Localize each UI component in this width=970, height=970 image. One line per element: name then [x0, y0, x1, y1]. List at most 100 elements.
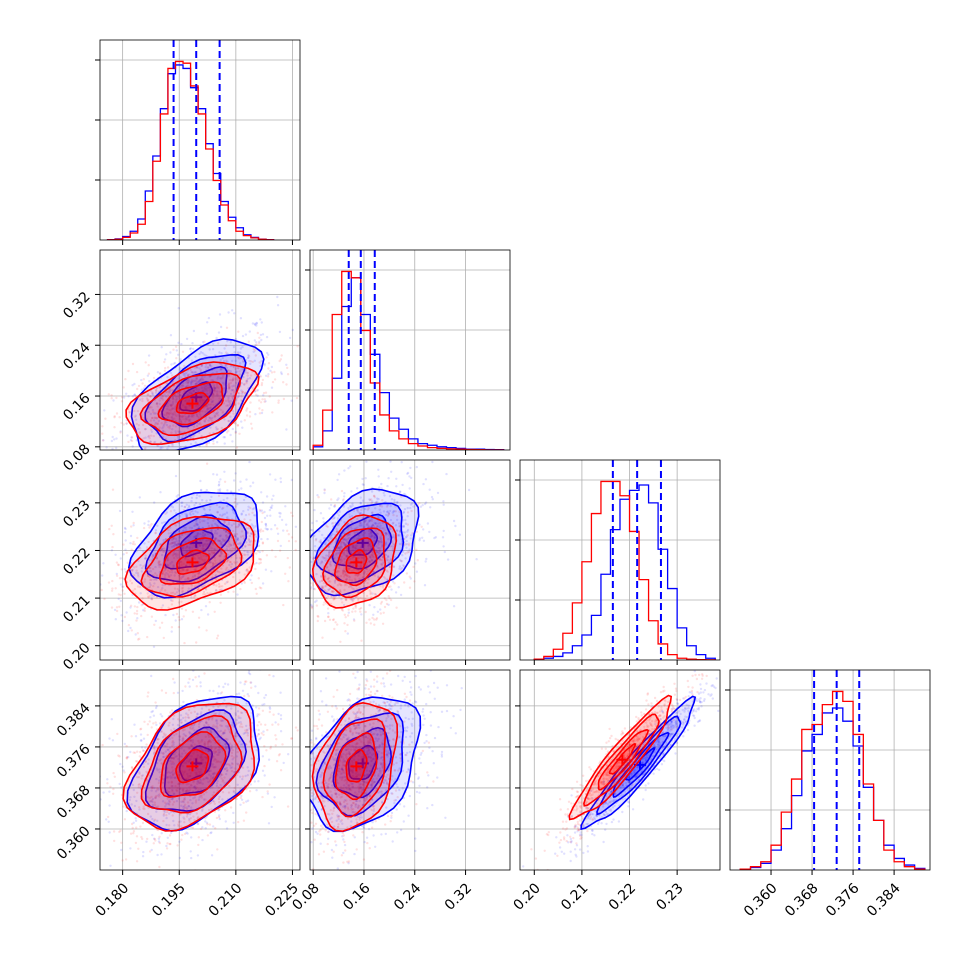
scatter-point: [149, 419, 153, 422]
scatter-point: [257, 577, 260, 580]
scatter-point: [327, 540, 331, 543]
scatter-point: [169, 389, 172, 392]
scatter-point: [213, 386, 216, 390]
scatter-point: [161, 584, 164, 587]
scatter-point: [334, 553, 338, 556]
scatter-point: [200, 608, 203, 612]
scatter-point: [133, 382, 136, 386]
scatter-point: [114, 618, 118, 621]
scatter-point: [191, 413, 194, 417]
scatter-point: [259, 561, 262, 564]
scatter-point: [156, 422, 159, 425]
scatter-point: [350, 527, 353, 530]
scatter-point: [377, 522, 380, 525]
scatter-point: [273, 547, 275, 549]
scatter-point: [192, 435, 195, 438]
scatter-point: [216, 411, 219, 414]
scatter-point: [254, 530, 257, 533]
contour-series_b: [125, 361, 260, 446]
scatter-point: [160, 621, 164, 624]
centre-marker-series_b: [186, 557, 199, 568]
scatter-point: [255, 561, 258, 565]
scatter-point: [214, 548, 217, 551]
scatter-point: [426, 522, 430, 525]
scatter-point: [238, 775, 242, 778]
scatter-point: [223, 436, 227, 439]
scatter-point: [235, 398, 238, 402]
scatter-point: [243, 419, 246, 422]
scatter-point: [388, 597, 391, 600]
scatter-point: [177, 413, 180, 416]
scatter-point: [228, 385, 231, 388]
scatter-point: [144, 427, 147, 431]
scatter-point: [211, 561, 215, 565]
scatter-point: [270, 498, 274, 501]
scatter-point: [322, 521, 325, 524]
scatter-point: [197, 380, 200, 383]
scatter-point: [173, 776, 177, 780]
scatter-point: [369, 519, 373, 522]
scatter-point: [258, 399, 261, 402]
scatter-point: [243, 382, 246, 386]
scatter-point: [243, 731, 247, 735]
scatter-point: [404, 536, 407, 539]
scatter-point: [178, 393, 182, 397]
scatter-point: [324, 559, 327, 562]
scatter-point: [231, 427, 234, 431]
scatter-point: [393, 510, 396, 513]
scatter-point: [173, 509, 176, 512]
scatter-point: [244, 544, 247, 547]
scatter-point: [233, 534, 237, 538]
scatter-point: [133, 612, 136, 615]
scatter-point: [137, 601, 141, 604]
scatter-point: [166, 563, 169, 566]
scatter-point: [347, 467, 350, 470]
scatter-point: [223, 582, 227, 585]
scatter-point: [233, 312, 236, 315]
scatter-point: [232, 389, 235, 392]
scatter-point: [227, 728, 230, 731]
scatter-point: [176, 436, 180, 439]
scatter-point: [376, 564, 379, 568]
scatter-point: [226, 523, 229, 526]
scatter-point: [127, 369, 130, 373]
scatter-point: [274, 721, 277, 724]
scatter-point: [240, 389, 243, 392]
scatter-point: [219, 555, 222, 558]
scatter-point: [240, 420, 243, 423]
scatter-point: [368, 529, 371, 533]
scatter-point: [222, 402, 226, 405]
scatter-point: [133, 393, 136, 397]
scatter-point: [239, 362, 242, 365]
scatter-point: [179, 820, 182, 823]
scatter-point: [205, 821, 209, 824]
scatter-point: [213, 387, 217, 390]
scatter-point: [218, 490, 222, 493]
scatter-point: [202, 592, 205, 596]
scatter-point: [156, 853, 159, 857]
scatter-point: [206, 407, 209, 411]
scatter-point: [256, 389, 260, 392]
scatter-point: [187, 587, 190, 590]
scatter-point: [203, 519, 206, 523]
scatter-point: [155, 389, 158, 392]
scatter-point: [297, 576, 299, 578]
scatter-point: [188, 666, 190, 668]
scatter-point: [367, 507, 370, 510]
scatter-point: [364, 610, 367, 614]
scatter-point: [258, 336, 261, 339]
scatter-point: [266, 528, 269, 531]
scatter-point: [224, 767, 227, 770]
scatter-point: [190, 856, 193, 860]
scatter-point: [162, 425, 165, 428]
scatter-point: [182, 816, 185, 819]
scatter-point: [187, 432, 190, 435]
scatter-point: [144, 746, 147, 749]
scatter-point: [130, 569, 133, 573]
scatter-point: [221, 356, 224, 360]
scatter-point: [202, 534, 205, 537]
scatter-point: [114, 553, 117, 556]
scatter-point: [337, 570, 340, 573]
scatter-point: [342, 541, 346, 545]
scatter-point: [151, 555, 154, 559]
